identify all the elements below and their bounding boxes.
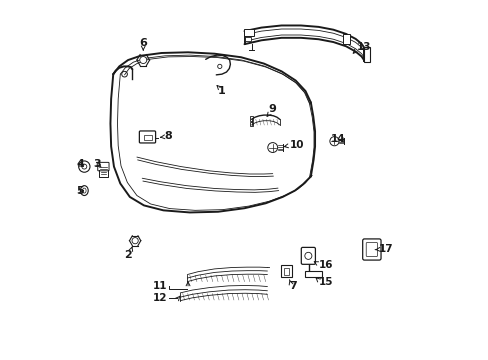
Text: 12: 12 xyxy=(153,293,167,303)
Ellipse shape xyxy=(81,186,88,195)
FancyBboxPatch shape xyxy=(249,122,253,126)
Text: 2: 2 xyxy=(124,250,132,260)
FancyBboxPatch shape xyxy=(363,48,369,62)
Text: 9: 9 xyxy=(267,104,275,114)
FancyBboxPatch shape xyxy=(301,247,315,264)
Circle shape xyxy=(140,57,146,64)
FancyBboxPatch shape xyxy=(139,131,155,143)
Text: 10: 10 xyxy=(289,140,304,150)
Text: 17: 17 xyxy=(378,244,392,254)
Text: 13: 13 xyxy=(356,42,370,51)
Text: 1: 1 xyxy=(217,86,225,96)
Circle shape xyxy=(81,164,87,169)
Text: 4: 4 xyxy=(76,159,84,169)
FancyBboxPatch shape xyxy=(343,33,349,44)
Text: 16: 16 xyxy=(318,260,332,270)
Circle shape xyxy=(267,143,277,153)
FancyBboxPatch shape xyxy=(281,265,291,277)
Text: 7: 7 xyxy=(289,281,296,291)
Text: 6: 6 xyxy=(139,38,147,48)
Circle shape xyxy=(132,238,138,244)
Text: 8: 8 xyxy=(164,131,171,141)
Text: 5: 5 xyxy=(77,186,84,195)
Text: 14: 14 xyxy=(330,134,345,144)
FancyBboxPatch shape xyxy=(98,162,109,171)
Text: 15: 15 xyxy=(318,276,332,287)
FancyBboxPatch shape xyxy=(362,239,380,260)
FancyBboxPatch shape xyxy=(305,271,322,277)
FancyBboxPatch shape xyxy=(244,29,254,36)
Text: 11: 11 xyxy=(153,281,167,291)
Circle shape xyxy=(329,136,338,146)
FancyBboxPatch shape xyxy=(249,117,253,121)
Circle shape xyxy=(79,161,90,172)
Text: 3: 3 xyxy=(93,159,101,169)
FancyBboxPatch shape xyxy=(244,37,250,41)
